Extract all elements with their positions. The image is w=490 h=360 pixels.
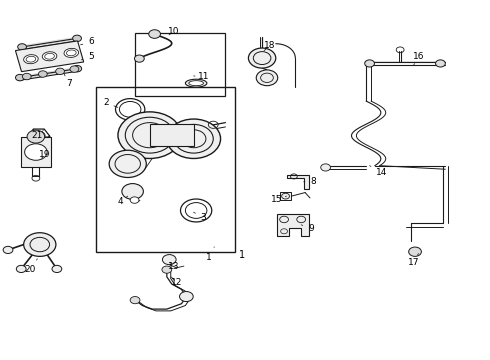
Text: 21: 21 [32,131,43,140]
Circle shape [109,150,147,177]
Circle shape [18,44,26,50]
Polygon shape [287,175,309,189]
Circle shape [23,73,31,80]
Circle shape [409,247,421,256]
Text: 16: 16 [413,52,424,65]
Polygon shape [277,214,309,235]
Circle shape [118,112,181,158]
Ellipse shape [24,55,38,64]
Text: 13: 13 [169,262,180,271]
Ellipse shape [45,53,54,59]
Bar [150,125,194,146]
Circle shape [122,184,144,199]
Text: 7: 7 [64,74,72,88]
Circle shape [321,164,331,171]
Circle shape [73,66,82,72]
Circle shape [436,60,445,67]
Ellipse shape [26,56,36,62]
Text: 10: 10 [169,27,180,36]
Circle shape [149,30,160,39]
Circle shape [365,60,374,67]
Circle shape [256,70,278,86]
Text: 19: 19 [39,150,50,159]
Ellipse shape [185,79,207,87]
Text: 1: 1 [239,249,245,260]
Text: 6: 6 [80,37,94,46]
Circle shape [134,55,144,62]
Circle shape [24,233,56,256]
Text: 15: 15 [271,195,287,204]
Circle shape [24,144,47,160]
Text: 20: 20 [24,259,37,274]
Text: 11: 11 [194,72,209,81]
Circle shape [27,130,45,143]
Circle shape [130,297,140,304]
Circle shape [52,265,62,273]
Text: 4: 4 [118,196,128,206]
Ellipse shape [189,81,203,86]
Circle shape [3,246,13,253]
Ellipse shape [67,50,76,56]
Bar [96,87,235,252]
Ellipse shape [42,52,57,61]
Bar [135,33,225,96]
Text: 18: 18 [264,41,275,51]
Text: 1: 1 [205,247,214,262]
Circle shape [248,48,276,68]
Circle shape [167,119,220,158]
Circle shape [179,292,193,302]
Text: 2: 2 [103,98,118,107]
Text: 12: 12 [171,277,182,287]
Circle shape [162,255,176,265]
Bar [21,137,50,167]
Ellipse shape [64,48,78,57]
Text: 9: 9 [301,224,314,233]
Circle shape [16,265,26,273]
Text: 8: 8 [304,177,316,186]
Circle shape [70,66,79,72]
Polygon shape [16,41,84,72]
Circle shape [16,75,24,81]
Text: 14: 14 [369,166,388,177]
Circle shape [130,197,139,203]
Text: 17: 17 [408,253,419,267]
Circle shape [73,35,81,42]
Circle shape [38,71,47,77]
Circle shape [162,266,172,273]
Circle shape [56,68,65,75]
Text: 3: 3 [194,212,206,222]
Bar [280,192,292,201]
Text: 5: 5 [81,52,94,61]
